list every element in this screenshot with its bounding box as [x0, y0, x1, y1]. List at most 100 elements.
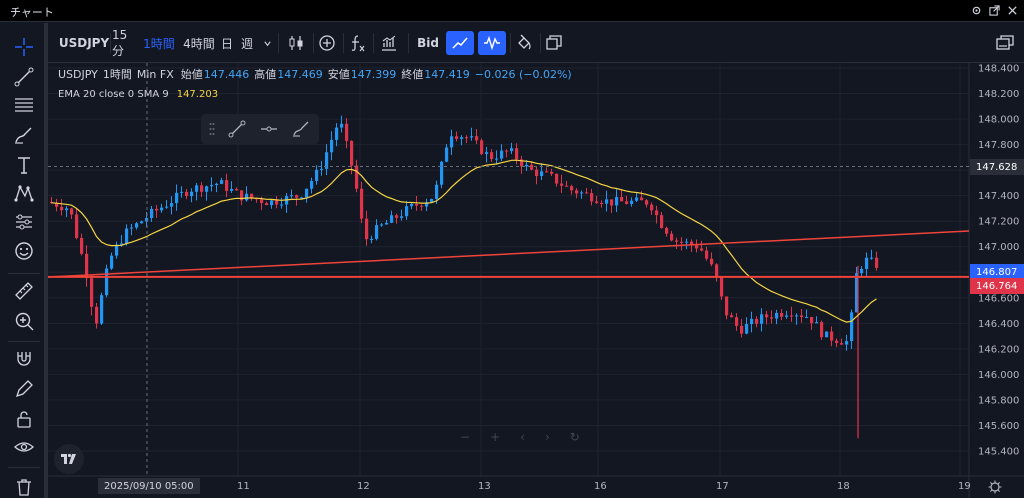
- candle-body: [420, 205, 424, 207]
- candle-series: [50, 115, 879, 439]
- prediction-icon[interactable]: [12, 210, 36, 234]
- symbol-search-button[interactable]: USDJPY: [58, 36, 110, 50]
- zoom-out-icon[interactable]: −: [460, 430, 471, 444]
- candle-body: [785, 315, 789, 317]
- candle-body: [650, 204, 654, 211]
- candle-body: [710, 258, 714, 265]
- trash-icon[interactable]: [12, 475, 36, 498]
- candle-body: [365, 218, 369, 240]
- add-compare-icon[interactable]: [315, 31, 339, 55]
- lock-icon[interactable]: [12, 407, 36, 431]
- candle-body: [725, 296, 729, 316]
- candle-body: [790, 315, 794, 317]
- crosshair-icon[interactable]: [12, 35, 36, 59]
- candle-body: [845, 341, 849, 345]
- drag-handle-icon[interactable]: [207, 117, 217, 141]
- interval-day-button[interactable]: 日: [220, 36, 233, 51]
- price-tick-label: 146.600: [978, 293, 1019, 304]
- price-chart[interactable]: 148.400148.200148.000147.800147.600147.4…: [48, 63, 1024, 498]
- candle-body: [300, 197, 304, 199]
- reset-icon[interactable]: ↻: [569, 430, 580, 444]
- candle-body: [465, 137, 469, 139]
- zoom-in-icon[interactable]: [12, 309, 36, 333]
- candle-body: [535, 169, 539, 177]
- horizontal-ray-icon[interactable]: [257, 117, 281, 141]
- candle-body: [425, 202, 429, 207]
- tradingview-logo-icon[interactable]: [54, 444, 84, 474]
- settings-icon[interactable]: [970, 4, 982, 16]
- scroll-right-icon[interactable]: ›: [544, 430, 550, 444]
- scroll-left-icon[interactable]: ‹: [520, 430, 525, 444]
- candle-body: [520, 159, 524, 167]
- candle-style-icon[interactable]: [284, 31, 308, 55]
- interval-15m-button[interactable]: 15分: [112, 27, 128, 58]
- candle-body: [810, 317, 814, 324]
- candle-body: [340, 123, 344, 128]
- zoom-in-icon[interactable]: +: [490, 430, 501, 444]
- interval-4h-button[interactable]: 4時間: [183, 36, 215, 51]
- indicator-value: 147.203: [176, 88, 219, 100]
- candle-body: [570, 186, 574, 191]
- legend-change: −0.026 (−0.02%): [474, 67, 572, 81]
- crosshair-price-label: 147.628: [970, 159, 1024, 175]
- candle-body: [405, 206, 409, 217]
- top-toolbar: USDJPY 15分 1時間 4時間 日 週 Bid: [48, 23, 1024, 63]
- candle-body: [140, 221, 144, 224]
- candle-body: [545, 171, 549, 173]
- magnet-icon[interactable]: [12, 347, 36, 371]
- candle-body: [330, 139, 334, 153]
- fullscreen-icon[interactable]: [992, 31, 1018, 55]
- interval-dropdown-chevron-icon[interactable]: [260, 31, 274, 55]
- candle-body: [635, 197, 639, 201]
- brush-icon[interactable]: [12, 123, 36, 147]
- toolbar-divider: [510, 33, 511, 53]
- time-label: 18: [837, 481, 850, 492]
- wave-tool-icon[interactable]: [478, 31, 506, 55]
- line-tool-icon[interactable]: [446, 31, 474, 55]
- candle-body: [265, 203, 269, 206]
- trendline-icon[interactable]: [225, 117, 249, 141]
- candle-body: [155, 208, 159, 211]
- axis-settings-icon[interactable]: [988, 479, 1002, 498]
- indicator-name[interactable]: EMA 20 close 0 SMA 9: [58, 88, 169, 100]
- popout-icon[interactable]: [988, 4, 1000, 16]
- price-tick-label: 145.400: [978, 447, 1019, 458]
- interval-week-button[interactable]: 週: [240, 36, 253, 51]
- text-icon[interactable]: [12, 153, 36, 177]
- brush-icon[interactable]: [289, 117, 313, 141]
- emoji-icon[interactable]: [12, 239, 36, 263]
- close-icon[interactable]: [1006, 4, 1018, 16]
- trendline-icon[interactable]: [12, 65, 36, 89]
- candle-body: [645, 200, 649, 205]
- candle-body: [625, 201, 629, 204]
- candle-body: [355, 165, 359, 189]
- candle-body: [875, 257, 879, 268]
- indicators-fx-icon[interactable]: [345, 31, 369, 55]
- candle-body: [550, 171, 554, 174]
- pattern-icon[interactable]: [12, 181, 36, 205]
- ruler-icon[interactable]: [12, 279, 36, 303]
- candle-body: [195, 185, 199, 192]
- time-label: 16: [594, 481, 607, 492]
- strategy-chart-icon[interactable]: [377, 31, 401, 55]
- toolbar-divider: [313, 33, 314, 53]
- layout-windows-icon[interactable]: [542, 31, 566, 55]
- candle-body: [490, 152, 494, 160]
- fib-retracement-icon[interactable]: [12, 93, 36, 117]
- toolbar-divider: [110, 33, 111, 53]
- candle-body: [660, 215, 664, 228]
- pencil-lock-icon[interactable]: [12, 377, 36, 401]
- candle-body: [430, 198, 434, 203]
- ema-line: [51, 159, 877, 323]
- toolbar-divider: [278, 33, 279, 53]
- bid-price-button[interactable]: Bid: [417, 36, 439, 50]
- candle-body: [240, 190, 244, 201]
- candle-body: [305, 188, 309, 198]
- eye-icon[interactable]: [12, 435, 36, 459]
- price-tick-label: 148.400: [978, 64, 1019, 75]
- interval-1h-button[interactable]: 1時間: [143, 36, 175, 51]
- candle-body: [840, 343, 844, 345]
- candle-body: [220, 180, 224, 184]
- paint-bucket-icon[interactable]: [512, 31, 536, 55]
- candle-body: [865, 257, 869, 270]
